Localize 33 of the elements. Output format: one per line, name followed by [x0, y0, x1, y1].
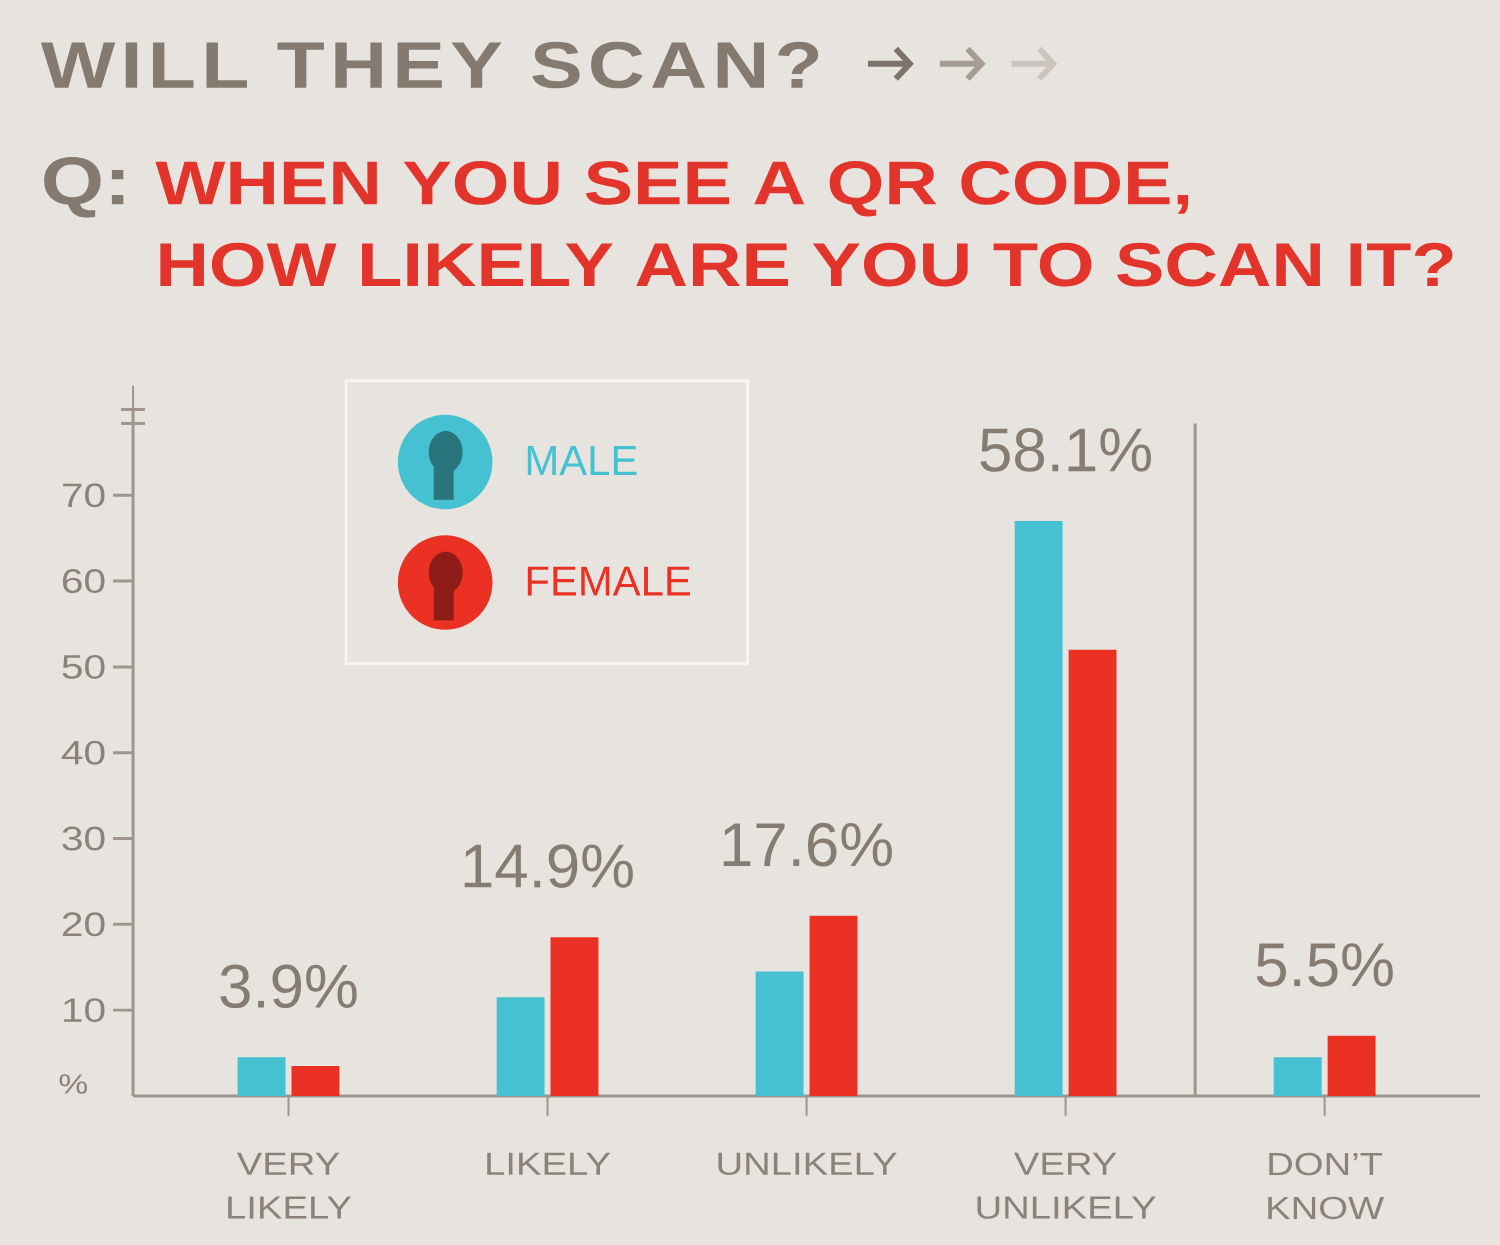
annotation: 17.6%	[723, 822, 892, 867]
text: Q:	[44, 156, 124, 218]
bar	[1068, 649, 1117, 1096]
y-axis-title: %	[59, 1074, 87, 1094]
x-tick-label: DON’T KNOW	[1268, 1152, 1385, 1220]
bar	[291, 1065, 340, 1096]
y-tick-label: 20	[62, 912, 105, 937]
chart-title: WILL THEY SCAN?	[40, 41, 819, 89]
y-tick-label: 30	[62, 826, 105, 851]
bar	[809, 915, 858, 1096]
chart-subtitle: WHEN YOU SEE A QR CODE, HOW LIKELY ARE YOU TO SCAN IT?	[155, 160, 1453, 287]
y-tick-label: 60	[62, 568, 105, 593]
bar	[1327, 1035, 1376, 1096]
annotation: 14.9%	[464, 844, 633, 888]
x-tick-label: LIKELY	[487, 1152, 611, 1175]
y-tick-label: 10	[63, 997, 105, 1022]
x-tick-label: UNLIKELY	[718, 1152, 897, 1175]
bar	[1273, 1057, 1322, 1096]
annotation: 58.1%	[980, 427, 1151, 472]
y-tick-label: 70	[62, 483, 105, 508]
legend-label: FEMALE	[527, 566, 691, 596]
annotation: 5.5%	[1256, 942, 1393, 987]
x-tick-label: VERY UNLIKELY	[977, 1152, 1156, 1219]
bar	[1014, 520, 1063, 1096]
bar	[550, 937, 599, 1096]
bar	[755, 971, 804, 1096]
bar	[237, 1057, 286, 1096]
annotation: 3.9%	[220, 964, 357, 1008]
bar	[496, 997, 545, 1096]
x-tick-label: VERY LIKELY	[228, 1152, 352, 1219]
y-tick-label: 50	[62, 654, 105, 679]
y-tick-label: 40	[61, 740, 105, 765]
legend-label: MALE	[527, 445, 637, 475]
